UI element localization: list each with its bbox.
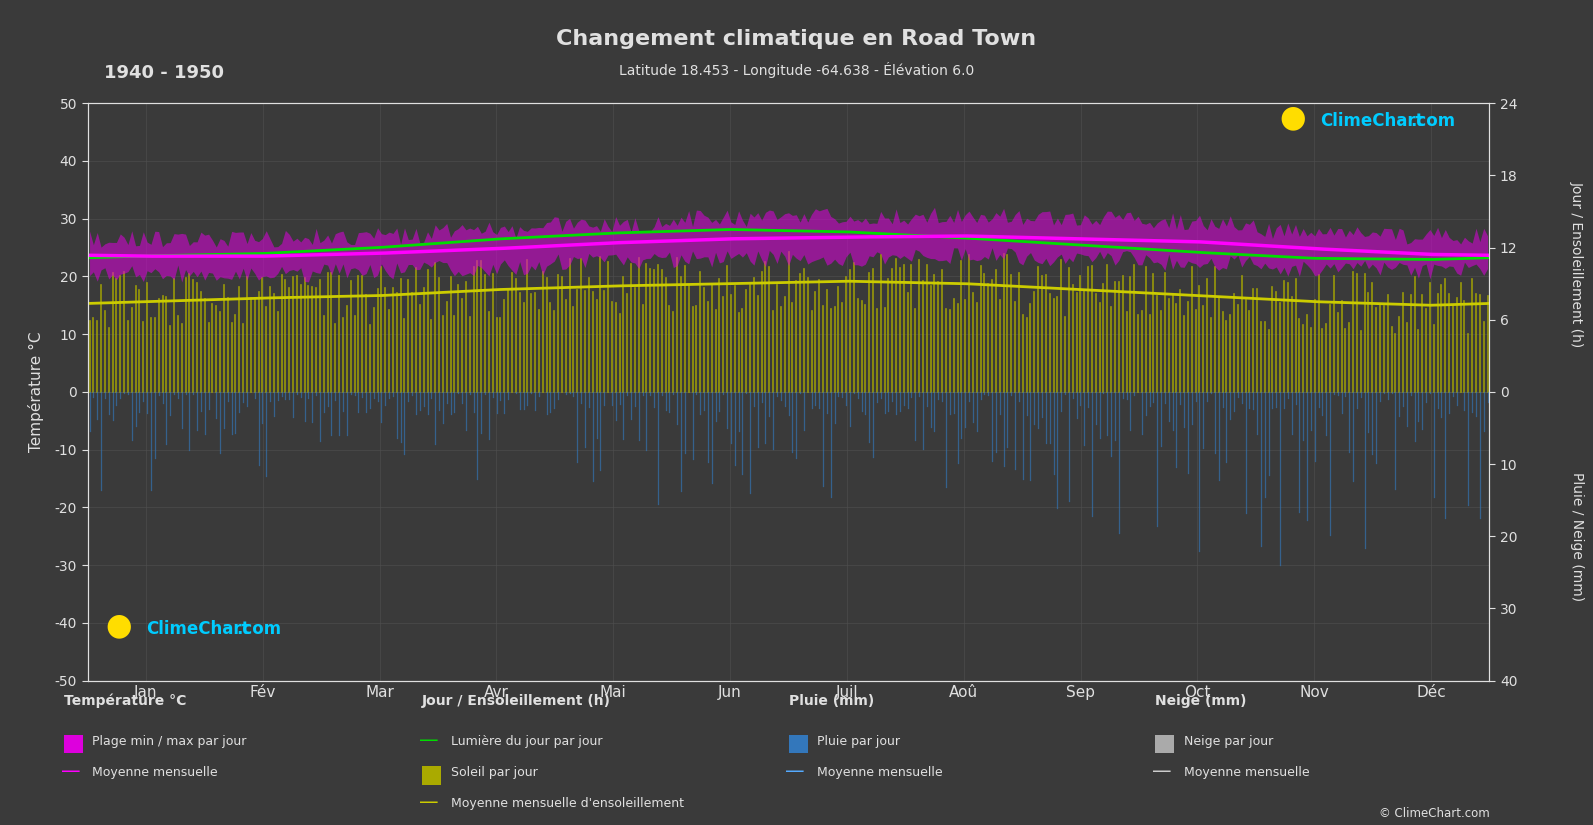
Text: —: —	[419, 793, 438, 812]
Text: Neige (mm): Neige (mm)	[1155, 695, 1246, 709]
Text: 1940 - 1950: 1940 - 1950	[104, 64, 223, 82]
Text: Jour / Ensoleillement (h): Jour / Ensoleillement (h)	[422, 695, 612, 709]
Text: .com: .com	[1410, 112, 1454, 130]
Text: Pluie par jour: Pluie par jour	[817, 735, 900, 748]
Text: ●: ●	[1279, 103, 1306, 132]
Text: Moyenne mensuelle: Moyenne mensuelle	[817, 766, 943, 780]
Y-axis label: Température °C: Température °C	[27, 332, 43, 452]
Text: .com: .com	[236, 620, 280, 639]
Text: ClimeChart: ClimeChart	[147, 620, 250, 639]
Text: © ClimeChart.com: © ClimeChart.com	[1378, 807, 1489, 820]
Text: Lumière du jour par jour: Lumière du jour par jour	[451, 735, 602, 748]
Text: Changement climatique en Road Town: Changement climatique en Road Town	[556, 29, 1037, 49]
Text: Moyenne mensuelle d'ensoleillement: Moyenne mensuelle d'ensoleillement	[451, 797, 683, 810]
Text: Latitude 18.453 - Longitude -64.638 - Élévation 6.0: Latitude 18.453 - Longitude -64.638 - Él…	[618, 62, 975, 78]
Text: Soleil par jour: Soleil par jour	[451, 766, 537, 780]
Text: ●: ●	[105, 611, 132, 640]
Text: Neige par jour: Neige par jour	[1184, 735, 1273, 748]
Text: Moyenne mensuelle: Moyenne mensuelle	[1184, 766, 1309, 780]
Text: ClimeChart: ClimeChart	[1321, 112, 1424, 130]
Text: —: —	[61, 762, 80, 781]
Text: Température °C: Température °C	[64, 694, 186, 709]
Text: Plage min / max par jour: Plage min / max par jour	[92, 735, 247, 748]
Text: Pluie / Neige (mm): Pluie / Neige (mm)	[1571, 472, 1583, 601]
Text: —: —	[1152, 762, 1171, 781]
Text: Moyenne mensuelle: Moyenne mensuelle	[92, 766, 218, 780]
Text: Pluie (mm): Pluie (mm)	[789, 695, 875, 709]
Text: —: —	[419, 731, 438, 750]
Text: —: —	[785, 762, 804, 781]
Text: Jour / Ensoleillement (h): Jour / Ensoleillement (h)	[1571, 181, 1583, 347]
